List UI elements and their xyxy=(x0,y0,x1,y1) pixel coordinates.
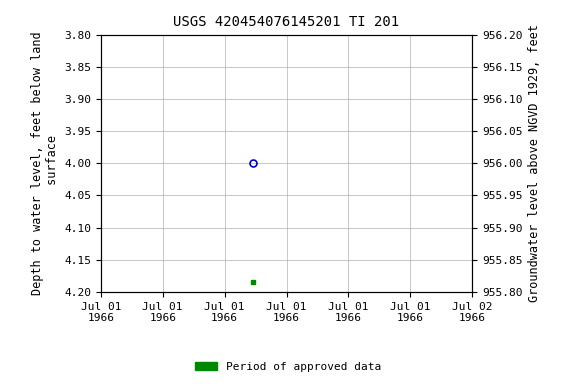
Legend: Period of approved data: Period of approved data xyxy=(191,358,385,377)
Y-axis label: Depth to water level, feet below land
 surface: Depth to water level, feet below land su… xyxy=(31,31,59,295)
Title: USGS 420454076145201 TI 201: USGS 420454076145201 TI 201 xyxy=(173,15,400,29)
Y-axis label: Groundwater level above NGVD 1929, feet: Groundwater level above NGVD 1929, feet xyxy=(528,24,541,302)
